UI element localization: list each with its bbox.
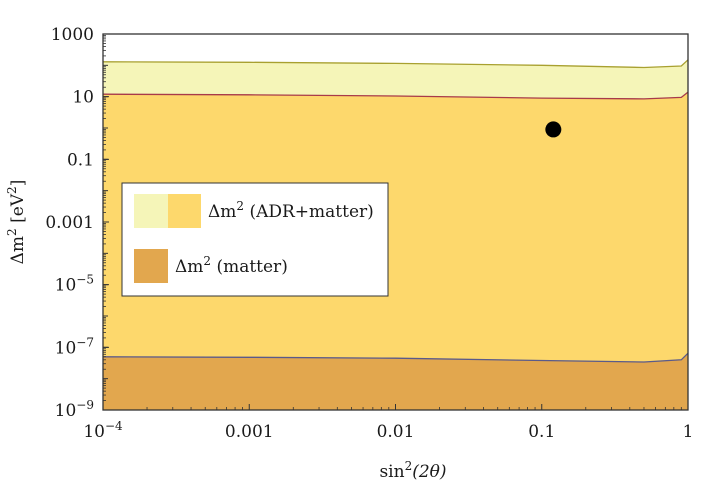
y-tick-label-base: 10	[55, 401, 77, 421]
axis-ticks: 10−4 0.001 0.01 0.1 11000100.10.00110−510−71…	[45, 25, 693, 442]
legend-swatch-adr-light	[134, 194, 168, 228]
x-axis-title-rest: (2θ)	[412, 462, 446, 482]
y-tick-label-base: 10	[55, 276, 77, 296]
x-tick-label-base: 0.01	[377, 422, 415, 442]
legend-swatch-matter	[134, 249, 168, 283]
y-tick-label-exp: −7	[76, 335, 94, 349]
x-tick-label: 10−4	[83, 419, 123, 442]
legend-label-adr-suffix: (ADR+matter)	[244, 202, 374, 222]
legend-label-matter-sup: 2	[203, 254, 211, 268]
y-tick-label-base: 10	[55, 338, 77, 358]
legend-label-matter-suffix: (matter)	[211, 257, 288, 277]
legend-label-adr-matter: Δm2 (ADR+matter)	[208, 199, 374, 222]
legend: Δm2 (ADR+matter) Δm2 (matter)	[121, 182, 389, 297]
y-axis-title-prefix: Δm	[8, 236, 28, 264]
plot-bands	[102, 59, 689, 411]
y-tick-label: 10−7	[55, 335, 94, 358]
legend-label-adr-sup: 2	[236, 199, 244, 213]
y-tick-label: 10−5	[55, 273, 94, 296]
y-tick-label-base: 10	[72, 88, 94, 108]
y-tick-label: 0.1	[67, 150, 94, 170]
y-axis-title-sup2: 2	[5, 186, 19, 194]
y-tick-label-base: 1000	[51, 25, 94, 45]
legend-label-matter-prefix: Δm	[175, 257, 203, 277]
x-tick-label-base: 1	[683, 422, 694, 442]
x-axis-title: sin2(2θ)	[379, 459, 446, 482]
y-tick-label: 10−9	[55, 398, 94, 421]
y-tick-label-exp: −9	[76, 398, 94, 412]
x-tick-label-exp: −4	[105, 419, 123, 433]
y-tick-label-exp: −5	[76, 273, 94, 287]
legend-swatch-adr-dark	[168, 194, 201, 228]
y-tick-label-base: 0.001	[45, 213, 94, 233]
data-points	[545, 121, 562, 138]
x-axis-title-base: sin	[379, 462, 404, 482]
x-tick-label-base: 0.1	[528, 422, 555, 442]
x-tick-label: 0.01	[377, 422, 415, 442]
x-tick-label: 0.001	[225, 422, 274, 442]
y-tick-label-base: 0.1	[67, 150, 94, 170]
x-tick-label: 1	[683, 422, 694, 442]
y-axis-title: Δm2 [eV2]	[5, 180, 28, 265]
legend-label-matter: Δm2 (matter)	[175, 254, 288, 277]
y-axis-title-middle: [eV	[8, 193, 28, 228]
y-tick-label: 10	[72, 88, 94, 108]
y-axis-title-sup: 2	[5, 228, 19, 236]
x-tick-label: 0.1	[528, 422, 555, 442]
y-axis-title-suffix: ]	[8, 180, 28, 187]
band-m-adr-matter-upper-band-boundary	[102, 59, 689, 69]
x-tick-label-base: 0.001	[225, 422, 274, 442]
data-point-0	[545, 121, 562, 138]
y-tick-label: 0.001	[45, 213, 94, 233]
band-m-adr-matter-lower-band	[103, 92, 688, 410]
legend-label-adr-prefix: Δm	[208, 202, 236, 222]
y-tick-label: 1000	[51, 25, 94, 45]
band-m-matter-boundary	[102, 352, 689, 363]
band-m-matter	[103, 353, 688, 410]
x-axis-title-sup: 2	[405, 459, 413, 473]
x-tick-label-base: 10	[83, 422, 105, 442]
band-m-adr-matter-lower-band-boundary	[102, 91, 689, 100]
